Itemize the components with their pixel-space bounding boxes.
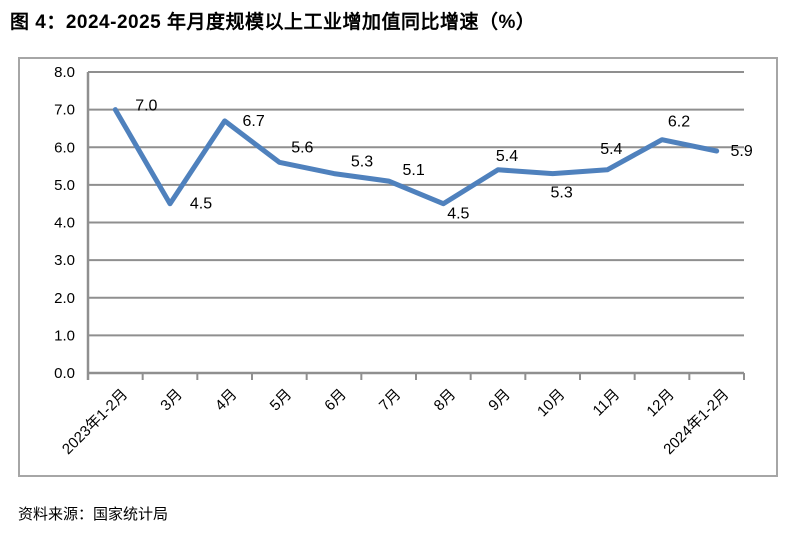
x-tick-label: 4月	[212, 386, 241, 415]
series-line	[112, 107, 720, 207]
data-point-label: 4.5	[447, 206, 469, 223]
y-tick-label: 3.0	[54, 252, 75, 269]
x-tick-label: 12月	[643, 386, 677, 420]
source-note: 资料来源：国家统计局	[18, 506, 169, 523]
x-tick-label: 8月	[431, 386, 460, 415]
x-tick-label: 3月	[157, 386, 186, 415]
data-point-label: 6.2	[668, 114, 690, 131]
x-tick-label: 9月	[485, 386, 514, 415]
y-tick-label: 8.0	[54, 64, 75, 81]
x-tick-label: 10月	[534, 386, 568, 420]
line-chart: 8.0 7.0 6.0 5.0 4.0 3.0 2.0 1.0 0.0 2023年1-2月 3月 4月…	[54, 64, 753, 458]
chart-title: 图 4：2024-2025 年月度规模以上工业增加值同比增速（%）	[10, 12, 536, 33]
data-point-label: 5.4	[600, 141, 622, 158]
y-tick-label: 5.0	[54, 177, 75, 194]
y-tick-label: 7.0	[54, 102, 75, 119]
x-tick-label: 11月	[590, 386, 624, 420]
y-tick-label: 0.0	[54, 365, 75, 382]
data-point-label: 5.1	[403, 162, 425, 179]
x-tick-label: 7月	[376, 386, 405, 415]
y-tick-label: 6.0	[54, 139, 75, 156]
data-point-label: 5.4	[496, 148, 518, 165]
x-tick-label: 5月	[267, 386, 296, 415]
data-point-label: 5.3	[351, 154, 373, 171]
y-tick-label: 1.0	[54, 327, 75, 344]
data-point-label: 5.6	[291, 139, 313, 156]
x-tick-label: 6月	[321, 386, 350, 415]
data-point-label: 5.9	[731, 143, 753, 160]
data-point-label: 7.0	[135, 98, 157, 115]
y-tick-label: 2.0	[54, 290, 75, 307]
chart-frame: 8.0 7.0 6.0 5.0 4.0 3.0 2.0 1.0 0.0 2023年1-2月 3月 4月…	[18, 57, 778, 477]
y-tick-label: 4.0	[54, 215, 75, 232]
data-point-label: 5.3	[551, 185, 573, 202]
data-point-label: 6.7	[243, 113, 265, 130]
x-tick-label: 2023年1-2月	[59, 386, 131, 458]
data-point-label: 4.5	[190, 196, 212, 213]
